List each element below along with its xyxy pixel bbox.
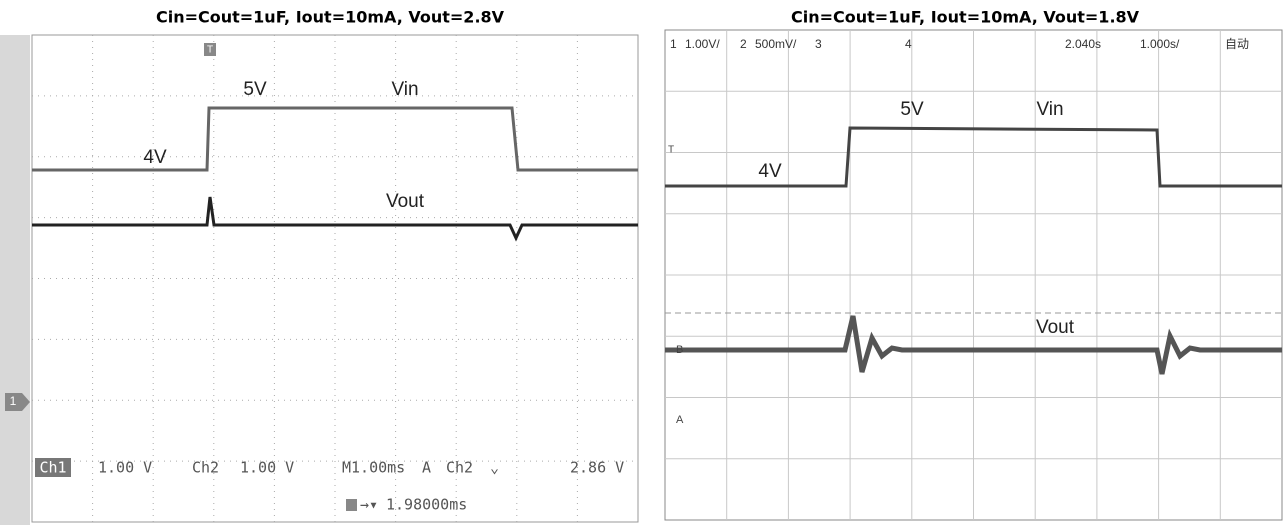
left-title: Cin=Cout=1uF, Iout=10mA, Vout=2.8V [156,8,505,27]
right-grid [665,30,1282,520]
readout-ch1-scale: 1.00 V [98,459,152,477]
vin-trace-right [665,126,1282,188]
left-grid [32,35,638,522]
readout-mode: A [422,459,431,477]
ch1-arrow [5,393,30,411]
marker-t: T [668,145,674,156]
readout-delay: 1.98000ms [386,496,467,514]
header-item: 1.000s/ [1140,37,1180,51]
channel-marker: 1 [10,394,17,408]
readout-trig-level: 2.86 V [570,459,624,477]
vin-trace [32,106,638,172]
label-vout-right: Vout [1036,317,1075,338]
readout-ch1: Ch1 [39,459,66,477]
label-vout: Vout [386,191,425,212]
label-low: 4V [143,147,167,168]
header-item: 3 [815,37,822,51]
readout-ch2: Ch2 [192,459,219,477]
vout-trace-right [665,315,1282,375]
label-vin: Vin [391,79,418,100]
vout-trace [32,196,638,242]
header-item: 1.00V/ [685,37,720,51]
header-item: 2 [740,37,747,51]
header-item: 2.040s [1065,37,1101,51]
header-item: 自动 [1225,37,1249,51]
ch1-box [35,458,71,477]
delay-arrow: →▾ [360,496,378,514]
header-item: 500mV/ [755,37,797,51]
header-item: 1 [670,37,677,51]
right-title: Cin=Cout=1uF, Iout=10mA, Vout=1.8V [791,8,1140,27]
trigger-icon [204,43,216,56]
delay-icon [346,499,357,511]
readout-trig-ch: Ch2 [446,459,473,477]
right-header: 1 1.00V/2 500mV/3 4 2.040s 1.000s/自动 [670,37,1249,51]
trigger-marker: T [207,45,213,56]
marker-a: A [676,414,684,426]
marker-b: B [676,344,683,356]
label-high: 5V [243,79,267,100]
label-low-right: 4V [758,161,782,182]
label-vin-right: Vin [1036,99,1063,120]
readout-timebase: M1.00ms [342,459,405,477]
readout-slope: ⌄ [490,459,499,477]
label-high-right: 5V [900,99,924,120]
readout-ch2-scale: 1.00 V [240,459,294,477]
side-strip [0,35,30,525]
header-item: 4 [905,37,912,51]
